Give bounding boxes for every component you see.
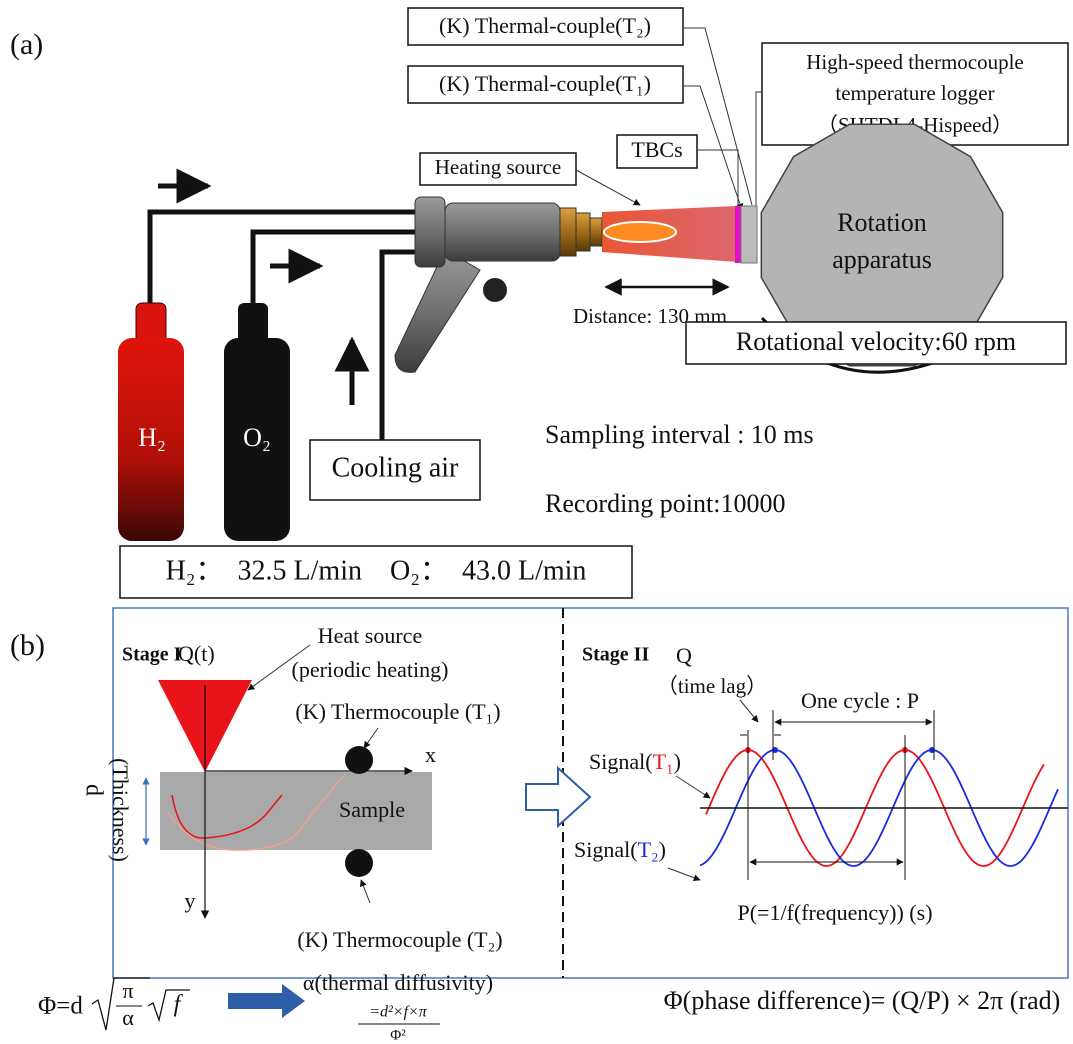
thermocouple-label: (K) Thermocouple (T₁) xyxy=(295,699,500,724)
torch-body xyxy=(445,203,560,261)
flame-core xyxy=(604,222,676,242)
formula-text: =d²×f×π xyxy=(369,1004,428,1021)
recording-label: Recording point:10000 xyxy=(545,489,785,518)
panel-a: (a) (K) Thermal-couple(T₂) (K) Thermal-c… xyxy=(10,8,1068,598)
torch-handle xyxy=(395,250,480,372)
formula-text: α xyxy=(122,1005,134,1030)
formula-text: f xyxy=(174,992,184,1018)
result-arrow xyxy=(228,984,305,1018)
axis-label: y xyxy=(185,888,196,913)
time-lag-label: （time lag） xyxy=(657,674,767,698)
leader xyxy=(740,700,758,722)
rotation-label: Rotation xyxy=(837,208,927,237)
formula-text: α(thermal diffusivity) xyxy=(303,970,493,995)
thickness-symbol: d xyxy=(80,784,106,796)
thermocouple-label: (K) Thermal-couple(T₁) xyxy=(439,71,651,96)
thickness-label: (Thickness) xyxy=(108,758,133,862)
signal-label-part: ) xyxy=(674,749,681,774)
thermocouple xyxy=(345,849,373,877)
signal-label-part: Signal( xyxy=(589,749,653,774)
leader xyxy=(361,880,370,903)
leader xyxy=(576,170,640,205)
stage-title: Stage I xyxy=(122,644,182,666)
formula-text: Φ² xyxy=(390,1027,406,1043)
radical xyxy=(148,990,190,1020)
leader xyxy=(364,728,378,748)
cooling-air-label: Cooling air xyxy=(332,452,459,483)
leader xyxy=(668,868,700,880)
logger-label: High-speed thermocouple xyxy=(806,50,1024,74)
bottle-label: H₂ xyxy=(138,423,166,452)
nozzle xyxy=(560,208,576,256)
flow-rate-label: H₂： 32.5 L/min O₂： 43.0 L/min xyxy=(166,555,587,586)
leader xyxy=(697,150,738,205)
tbcs-label: TBCs xyxy=(631,137,682,162)
nozzle xyxy=(590,218,602,246)
nozzle xyxy=(576,213,590,251)
signal-label-part: ) xyxy=(659,837,666,862)
signal-name: T₂ xyxy=(638,837,659,862)
sampling-label: Sampling interval : 10 ms xyxy=(545,420,814,449)
heat-source-label: Heat source xyxy=(318,623,422,648)
bottle-neck xyxy=(136,303,166,343)
panel-b: (b) Stage I Q(t) Heat source (periodic h… xyxy=(10,608,1068,1043)
torch-trigger xyxy=(483,278,507,302)
leader xyxy=(676,776,710,798)
cycle-label: One cycle : P xyxy=(801,688,919,713)
heating-source-label: Heating source xyxy=(435,155,562,179)
bottle-neck xyxy=(238,303,268,343)
stage-title: Stage II xyxy=(582,644,649,666)
formula-text: Φ=d xyxy=(38,993,83,1020)
thermocouple xyxy=(345,746,373,774)
axis-label: x xyxy=(425,742,436,767)
transition-arrow xyxy=(526,768,590,826)
rotation-label: apparatus xyxy=(832,245,932,274)
panel-label: (a) xyxy=(10,28,43,61)
formula-text: π xyxy=(122,978,133,1003)
period-label: P(=1/f(frequency)) (s) xyxy=(737,900,932,925)
velocity-label: Rotational velocity:60 rpm xyxy=(736,327,1016,356)
torch-body xyxy=(415,197,445,267)
leader xyxy=(756,92,762,208)
tbc-layer xyxy=(735,206,741,263)
signals xyxy=(700,747,1058,866)
signal-label: Signal(T₁) xyxy=(589,749,681,774)
signal-label-part: Signal( xyxy=(574,837,638,862)
signal-label: Signal(T₂) xyxy=(574,837,666,862)
leader xyxy=(683,28,752,205)
heat-flux-label: Q(t) xyxy=(178,641,215,666)
figure: (a) (K) Thermal-couple(T₂) (K) Thermal-c… xyxy=(0,0,1073,1044)
thermocouple-label: (K) Thermal-couple(T₂) xyxy=(439,13,651,38)
heat-source-label: (periodic heating) xyxy=(292,657,449,682)
time-lag-symbol: Q xyxy=(676,643,692,668)
sample-plate xyxy=(741,206,757,263)
panel-label: (b) xyxy=(10,629,45,662)
formula-text: Φ(phase difference)= (Q/P) × 2π (rad) xyxy=(664,986,1061,1015)
radical xyxy=(92,978,150,1030)
sample-label: Sample xyxy=(339,797,405,822)
signal-name: T₁ xyxy=(653,749,674,774)
thermocouple-label: (K) Thermocouple (T₂) xyxy=(297,927,502,952)
logger-label: temperature logger xyxy=(835,81,994,105)
bottle-label: O₂ xyxy=(243,423,271,452)
